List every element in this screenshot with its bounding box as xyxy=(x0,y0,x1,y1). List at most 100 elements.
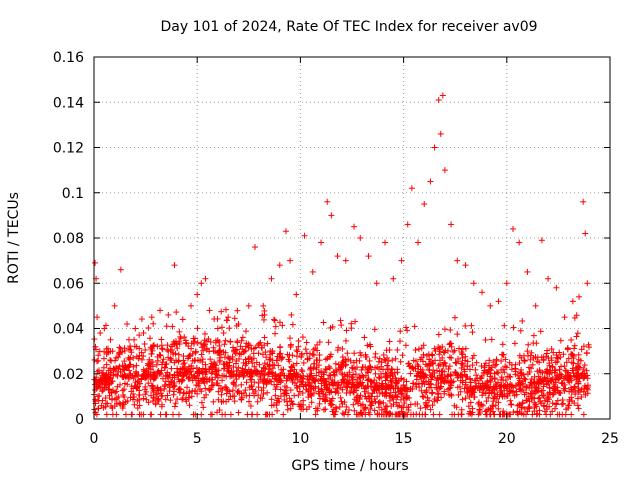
data-point xyxy=(203,338,210,345)
data-point xyxy=(237,343,244,350)
data-point xyxy=(466,408,473,415)
data-point xyxy=(242,387,249,394)
data-point xyxy=(329,395,336,402)
y-tick-label: 0.02 xyxy=(53,367,84,383)
data-point xyxy=(543,406,550,413)
data-point xyxy=(119,405,126,412)
data-point xyxy=(399,352,406,359)
data-point xyxy=(200,404,207,411)
data-point xyxy=(360,374,367,381)
data-point xyxy=(578,346,585,353)
data-point xyxy=(230,364,237,371)
data-point xyxy=(208,370,215,377)
data-point xyxy=(360,364,367,371)
data-point xyxy=(132,368,139,375)
data-point xyxy=(419,393,426,400)
data-point xyxy=(418,387,425,394)
data-point xyxy=(554,411,561,418)
data-point xyxy=(268,396,275,403)
data-point xyxy=(469,362,476,369)
data-point xyxy=(430,411,437,418)
data-point xyxy=(216,348,223,355)
data-point xyxy=(337,394,344,401)
data-point xyxy=(140,366,147,373)
data-point xyxy=(473,372,480,379)
data-point xyxy=(354,393,361,400)
data-point xyxy=(191,388,198,395)
data-point-peak xyxy=(351,223,358,230)
data-point xyxy=(267,356,274,363)
data-point xyxy=(295,337,302,344)
x-tick-label: 10 xyxy=(291,431,309,447)
data-point xyxy=(342,362,349,369)
data-point xyxy=(490,398,497,405)
data-point-peak xyxy=(532,302,539,309)
data-point-peak xyxy=(454,257,461,264)
data-point-peak xyxy=(334,253,341,260)
data-point xyxy=(559,396,566,403)
data-point xyxy=(186,402,193,409)
data-point xyxy=(392,392,399,399)
data-point xyxy=(129,411,136,418)
data-point xyxy=(201,330,208,337)
data-point xyxy=(149,398,156,405)
data-point xyxy=(329,376,336,383)
data-point xyxy=(519,400,526,407)
data-point xyxy=(298,353,305,360)
data-point-peak xyxy=(580,198,587,205)
data-point xyxy=(197,357,204,364)
data-point xyxy=(535,387,542,394)
data-point xyxy=(247,376,254,383)
data-point xyxy=(194,325,201,332)
data-point xyxy=(552,405,559,412)
data-point xyxy=(134,405,141,412)
data-point xyxy=(429,374,436,381)
data-point xyxy=(348,325,355,332)
data-point xyxy=(435,331,442,338)
data-point xyxy=(557,354,564,361)
data-point xyxy=(457,388,464,395)
data-point xyxy=(484,371,491,378)
data-point xyxy=(371,377,378,384)
data-point xyxy=(226,369,233,376)
data-point xyxy=(385,384,392,391)
x-tick-label: 5 xyxy=(193,431,202,447)
data-point xyxy=(154,370,161,377)
data-point xyxy=(115,354,122,361)
data-point xyxy=(248,346,255,353)
data-point xyxy=(576,375,583,382)
data-point xyxy=(148,392,155,399)
data-point xyxy=(288,311,295,318)
data-point xyxy=(431,345,438,352)
data-point-peak xyxy=(569,298,576,305)
data-point xyxy=(271,317,278,324)
data-point-peak xyxy=(427,178,434,185)
data-point xyxy=(477,402,484,409)
data-point xyxy=(318,373,325,380)
data-point xyxy=(478,401,485,408)
data-point xyxy=(546,371,553,378)
data-point xyxy=(142,375,149,382)
data-point xyxy=(389,382,396,389)
data-point xyxy=(404,411,411,418)
data-point xyxy=(221,354,228,361)
data-point xyxy=(295,401,302,408)
data-point xyxy=(319,387,326,394)
data-point xyxy=(164,369,171,376)
data-point xyxy=(521,357,528,364)
data-point xyxy=(233,376,240,383)
data-point xyxy=(406,394,413,401)
data-point xyxy=(452,359,459,366)
data-point xyxy=(378,359,385,366)
data-point xyxy=(548,357,555,364)
data-point xyxy=(158,342,165,349)
data-point xyxy=(299,390,306,397)
data-point xyxy=(263,354,270,361)
data-point xyxy=(354,378,361,385)
data-point xyxy=(167,397,174,404)
data-point xyxy=(348,364,355,371)
data-point xyxy=(130,390,137,397)
data-point xyxy=(117,345,124,352)
data-point-peak xyxy=(301,232,308,239)
data-point xyxy=(405,407,412,414)
